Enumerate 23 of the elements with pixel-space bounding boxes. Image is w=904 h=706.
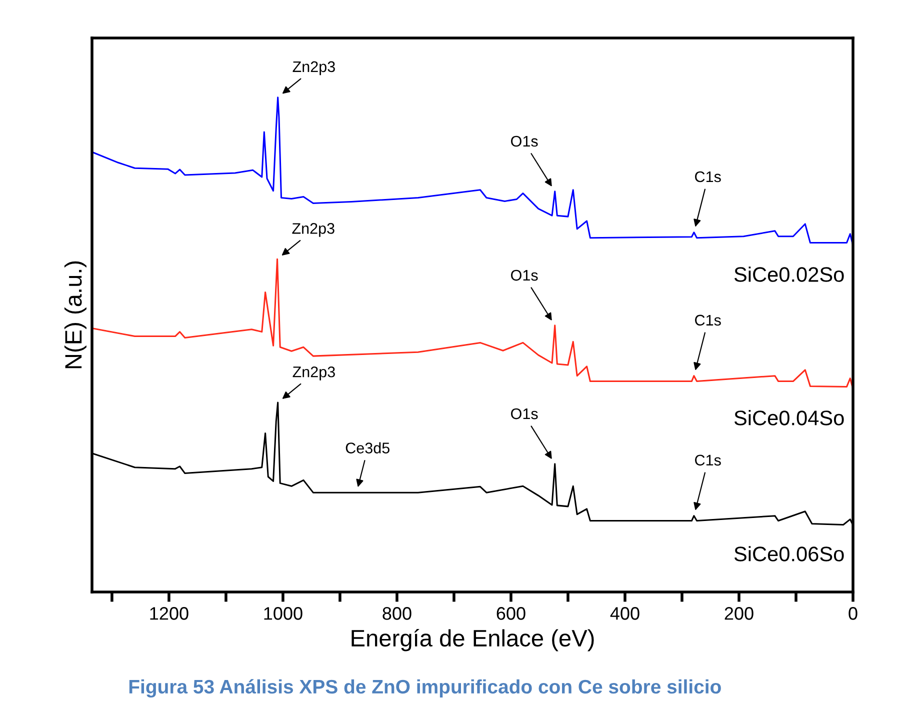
series-label: SiCe0.02So bbox=[734, 266, 844, 282]
x-tick-label: 0 bbox=[848, 607, 858, 620]
x-tick-label: 600 bbox=[496, 607, 526, 620]
annotation: Zn2p3 bbox=[292, 366, 335, 380]
annotation: Zn2p3 bbox=[292, 223, 334, 237]
x-axis-title: Energía de Enlace (eV) bbox=[352, 628, 594, 652]
annotation: Ce3d5 bbox=[346, 442, 390, 454]
annotation: O1s bbox=[511, 270, 538, 281]
annotation: O1s bbox=[511, 408, 538, 420]
x-tick-label: 800 bbox=[382, 607, 412, 620]
x-tick-label: 1000 bbox=[264, 607, 302, 620]
annotation: C1s bbox=[695, 314, 721, 326]
annotation: O1s bbox=[511, 136, 538, 147]
series-label: SiCe0.06So bbox=[734, 546, 844, 562]
annotation: Zn2p3 bbox=[292, 61, 335, 76]
y-axis-title: N(E) (a.u.) bbox=[64, 261, 86, 368]
annotation: C1s bbox=[695, 454, 721, 466]
x-tick-label: 400 bbox=[610, 607, 640, 620]
x-tick-label: 1200 bbox=[150, 607, 188, 620]
x-tick-label: 200 bbox=[724, 607, 754, 620]
text: Figura 53 Análisis XPS de ZnO impurificado con Ce sobre silicio bbox=[129, 679, 721, 698]
annotation: C1s bbox=[695, 171, 721, 182]
series-label: SiCe0.04So bbox=[734, 410, 844, 426]
